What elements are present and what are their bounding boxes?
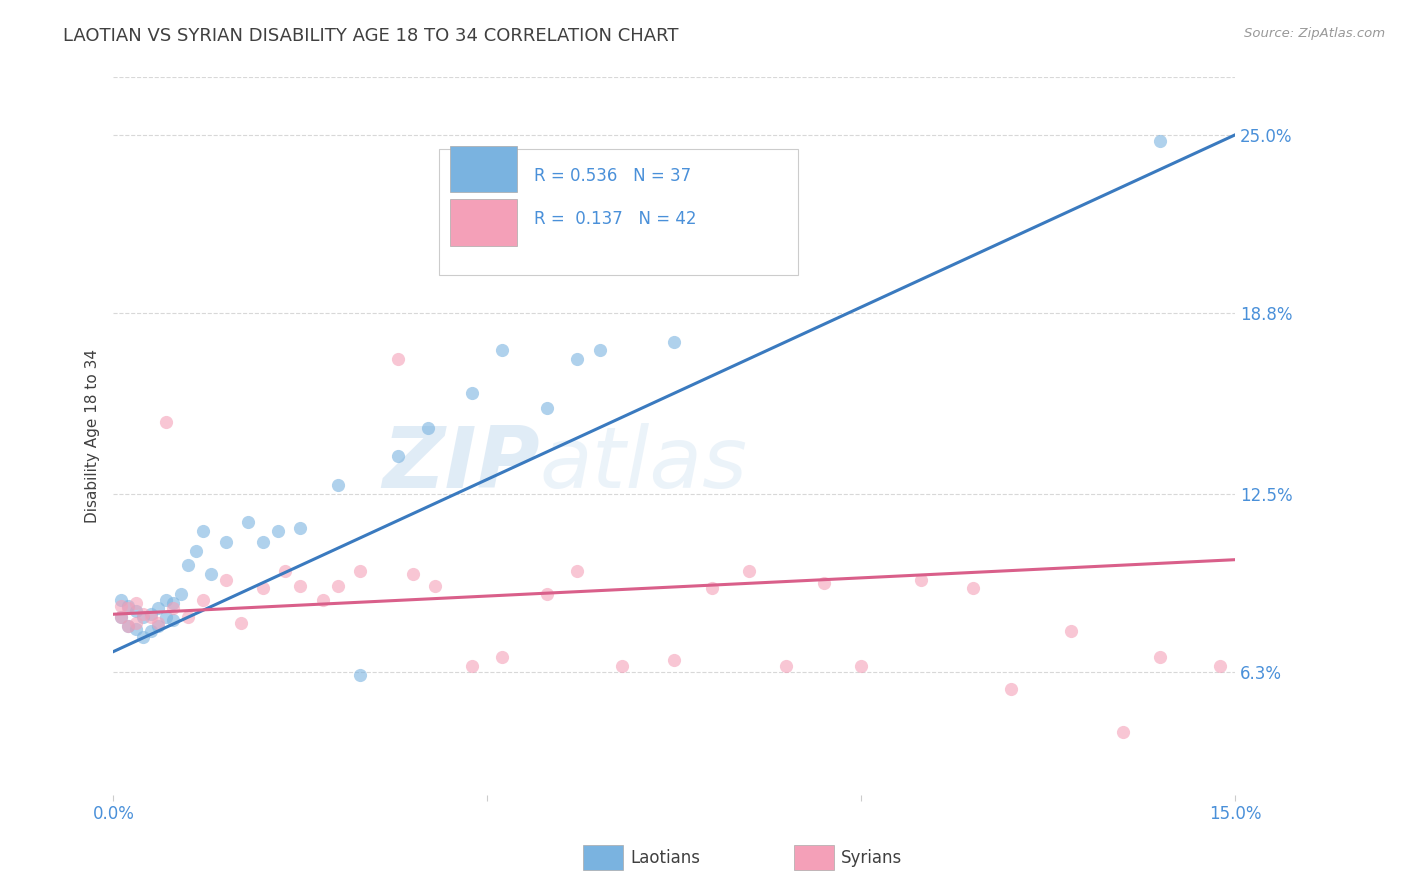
Point [139,607,162,622]
Point [193,524,215,538]
FancyBboxPatch shape [450,200,517,246]
Point [401,567,423,582]
Text: LAOTIAN VS SYRIAN DISABILITY AGE 18 TO 34 CORRELATION CHART: LAOTIAN VS SYRIAN DISABILITY AGE 18 TO 3… [63,27,679,45]
Point [214,573,236,587]
Point [610,659,633,673]
Point [162,601,184,615]
Point [229,615,252,630]
Point [387,351,409,366]
Point [125,615,148,630]
Point [290,521,312,535]
Point [423,578,446,592]
Point [162,613,184,627]
Point [155,592,177,607]
Point [132,630,155,644]
Point [184,544,207,558]
Point [461,659,484,673]
Point [274,564,297,578]
Point [110,599,132,613]
FancyBboxPatch shape [450,145,517,193]
Point [125,596,148,610]
Point [536,401,558,415]
Point [117,618,139,632]
Point [1059,624,1081,639]
Point [252,535,274,549]
Point [349,667,371,681]
Point [125,622,148,636]
Point [110,610,132,624]
Text: Source: ZipAtlas.com: Source: ZipAtlas.com [1244,27,1385,40]
Text: R =  0.137   N = 42: R = 0.137 N = 42 [534,211,696,228]
Point [148,615,170,630]
Point [491,343,513,358]
Text: ZIP: ZIP [382,424,540,507]
Point [851,659,873,673]
Point [139,610,162,624]
Point [110,610,132,624]
Point [162,596,184,610]
Point [170,587,193,601]
Point [125,604,148,618]
Point [1149,134,1171,148]
Point [461,386,484,401]
Point [491,650,513,665]
Point [349,564,371,578]
Point [290,578,312,592]
Text: Laotians: Laotians [630,849,700,867]
Point [155,415,177,429]
Point [416,420,439,434]
Point [738,564,761,578]
Point [252,582,274,596]
Point [536,587,558,601]
Point [312,592,335,607]
Text: atlas: atlas [540,424,748,507]
Point [177,558,200,573]
Point [148,601,170,615]
Point [664,653,686,667]
Point [1000,681,1022,696]
Point [813,575,835,590]
Point [565,351,588,366]
Point [910,573,932,587]
Point [155,610,177,624]
Point [664,334,686,349]
Point [1209,659,1232,673]
Y-axis label: Disability Age 18 to 34: Disability Age 18 to 34 [86,350,100,524]
Point [700,582,723,596]
Point [962,582,984,596]
Point [132,610,155,624]
Point [117,599,139,613]
FancyBboxPatch shape [439,149,797,275]
Text: Syrians: Syrians [841,849,903,867]
Point [148,618,170,632]
Point [326,578,349,592]
Point [775,659,797,673]
Point [200,567,222,582]
Point [193,592,215,607]
Point [565,564,588,578]
Point [387,450,409,464]
Point [132,607,155,622]
Point [117,601,139,615]
Point [1112,725,1135,739]
Point [177,610,200,624]
Point [117,618,139,632]
Point [214,535,236,549]
Point [1149,650,1171,665]
Text: R = 0.536   N = 37: R = 0.536 N = 37 [534,167,692,186]
Point [110,592,132,607]
Point [236,516,259,530]
Point [326,478,349,492]
Point [588,343,610,358]
Point [139,624,162,639]
Point [267,524,290,538]
